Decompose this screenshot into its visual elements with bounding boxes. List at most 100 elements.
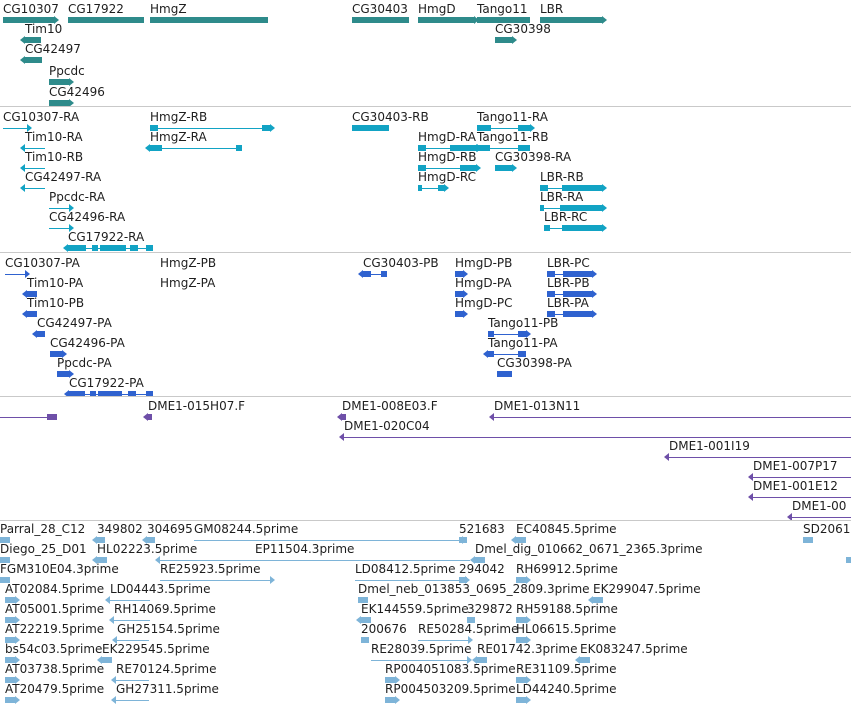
feature-label: DME1-007P17 [753, 459, 838, 473]
track-separator [0, 396, 851, 397]
strand-reverse-icon [787, 513, 792, 520]
feature-bar [385, 677, 395, 683]
feature-label: CG42496 [49, 85, 105, 99]
strand-reverse-icon [112, 636, 117, 644]
strand-forward-icon [69, 224, 74, 232]
strand-forward-icon [25, 270, 30, 278]
strand-reverse-icon [32, 330, 37, 338]
intron-line [0, 417, 57, 418]
feature-label: LBR-PC [547, 256, 590, 270]
intron-line [49, 228, 69, 229]
strand-reverse-icon [22, 310, 27, 318]
feature-label: DME1-001E12 [753, 479, 838, 493]
exon-block [477, 125, 491, 131]
strand-reverse-icon [664, 453, 669, 461]
feature-bar [455, 291, 463, 297]
intron-line [418, 148, 476, 149]
strand-reverse-icon [92, 536, 97, 544]
feature-label: DME1-00 [792, 499, 847, 513]
strand-forward-icon [592, 310, 597, 318]
feature-label: AT20479.5prime [5, 682, 105, 696]
track-separator [0, 106, 851, 107]
feature-label: Tim10 [25, 22, 63, 36]
track-genes: CG10307 CG17922 HmgZ CG30403 HmgD Tango11 LBR T… [0, 0, 851, 106]
exon-block [488, 351, 494, 357]
feature-bar [0, 557, 10, 563]
feature-label: HmgD-RA [418, 130, 476, 144]
feature-bar [516, 617, 526, 623]
feature-label: Tango11-PA [488, 336, 558, 350]
strand-reverse-icon [92, 556, 97, 564]
intron-line [753, 497, 851, 498]
feature-label: Ppcdc [49, 64, 85, 78]
intron-line [418, 640, 468, 641]
strand-reverse-icon [145, 144, 150, 152]
feature-bar [68, 17, 144, 23]
strand-forward-icon [526, 330, 531, 338]
exon-block [547, 311, 555, 317]
feature-bar [455, 271, 463, 277]
feature-bar [5, 657, 15, 663]
feature-label: AT22219.5prime [5, 622, 105, 636]
feature-label: HL06615.5prime [516, 622, 617, 636]
feature-label: HmgD-PC [455, 296, 513, 310]
exon-block [381, 271, 387, 277]
exon-block [563, 271, 592, 277]
feature-label: Dmel_neb_013853_0695_2809.3prime [358, 582, 590, 596]
intron-line [160, 560, 470, 561]
strand-reverse-icon [97, 656, 102, 664]
strand-reverse-icon [575, 656, 580, 664]
feature-bar [352, 17, 409, 23]
feature-label: 304695 [147, 522, 193, 536]
exon-block [460, 165, 476, 171]
feature-bar [540, 17, 602, 23]
strand-forward-icon [602, 204, 607, 212]
feature-bar [495, 37, 512, 43]
intron-line [488, 334, 526, 335]
feature-label: Dmel_dig_010662_0671_2365.3prime [475, 542, 703, 556]
feature-label: HmgZ-PB [160, 256, 217, 270]
feature-label: RP004051083.5prime [385, 662, 516, 676]
strand-forward-icon [27, 124, 32, 132]
feature-label: RE28039.5prime [371, 642, 472, 656]
feature-label: EP11504.3prime [255, 542, 355, 556]
feature-label: Diego_25_D01 [0, 542, 87, 556]
feature-label: HmgD-RC [418, 170, 477, 184]
intron-line [110, 600, 150, 601]
feature-label: RH69912.5prime [516, 562, 618, 576]
intron-line [25, 148, 45, 149]
exon-block [98, 391, 122, 396]
feature-label: Tim10-RA [25, 130, 83, 144]
feature-label: LBR-RA [540, 190, 584, 204]
strand-forward-icon [395, 696, 400, 704]
feature-bar [459, 537, 467, 543]
strand-reverse-icon [470, 556, 475, 564]
feature-bar [477, 17, 530, 23]
strand-forward-icon [444, 184, 449, 192]
strand-forward-icon [526, 696, 531, 704]
feature-label: EC40845.5prime [516, 522, 617, 536]
feature-bar [516, 537, 526, 543]
feature-label: EK299047.5prime [593, 582, 701, 596]
strand-forward-icon [463, 290, 468, 298]
strand-forward-icon [395, 676, 400, 684]
feature-bar [475, 557, 485, 563]
feature-label: LD04443.5prime [110, 582, 211, 596]
feature-label: DME1-013N11 [494, 399, 581, 413]
feature-label: Tango11 [477, 2, 528, 16]
feature-bar [150, 17, 268, 23]
strand-forward-icon [512, 36, 517, 44]
feature-label: Tango11-RB [477, 130, 549, 144]
feature-label: 349802 [97, 522, 143, 536]
strand-reverse-icon [489, 413, 494, 421]
feature-label: LBR-PB [547, 276, 590, 290]
intron-line [150, 148, 242, 149]
intron-line [116, 680, 149, 681]
feature-label: HmgZ [150, 2, 187, 16]
exon-block [438, 185, 444, 191]
feature-bar [5, 697, 15, 703]
exon-block [544, 225, 550, 231]
feature-label: DME1-020C04 [344, 419, 430, 433]
intron-line [355, 580, 465, 581]
